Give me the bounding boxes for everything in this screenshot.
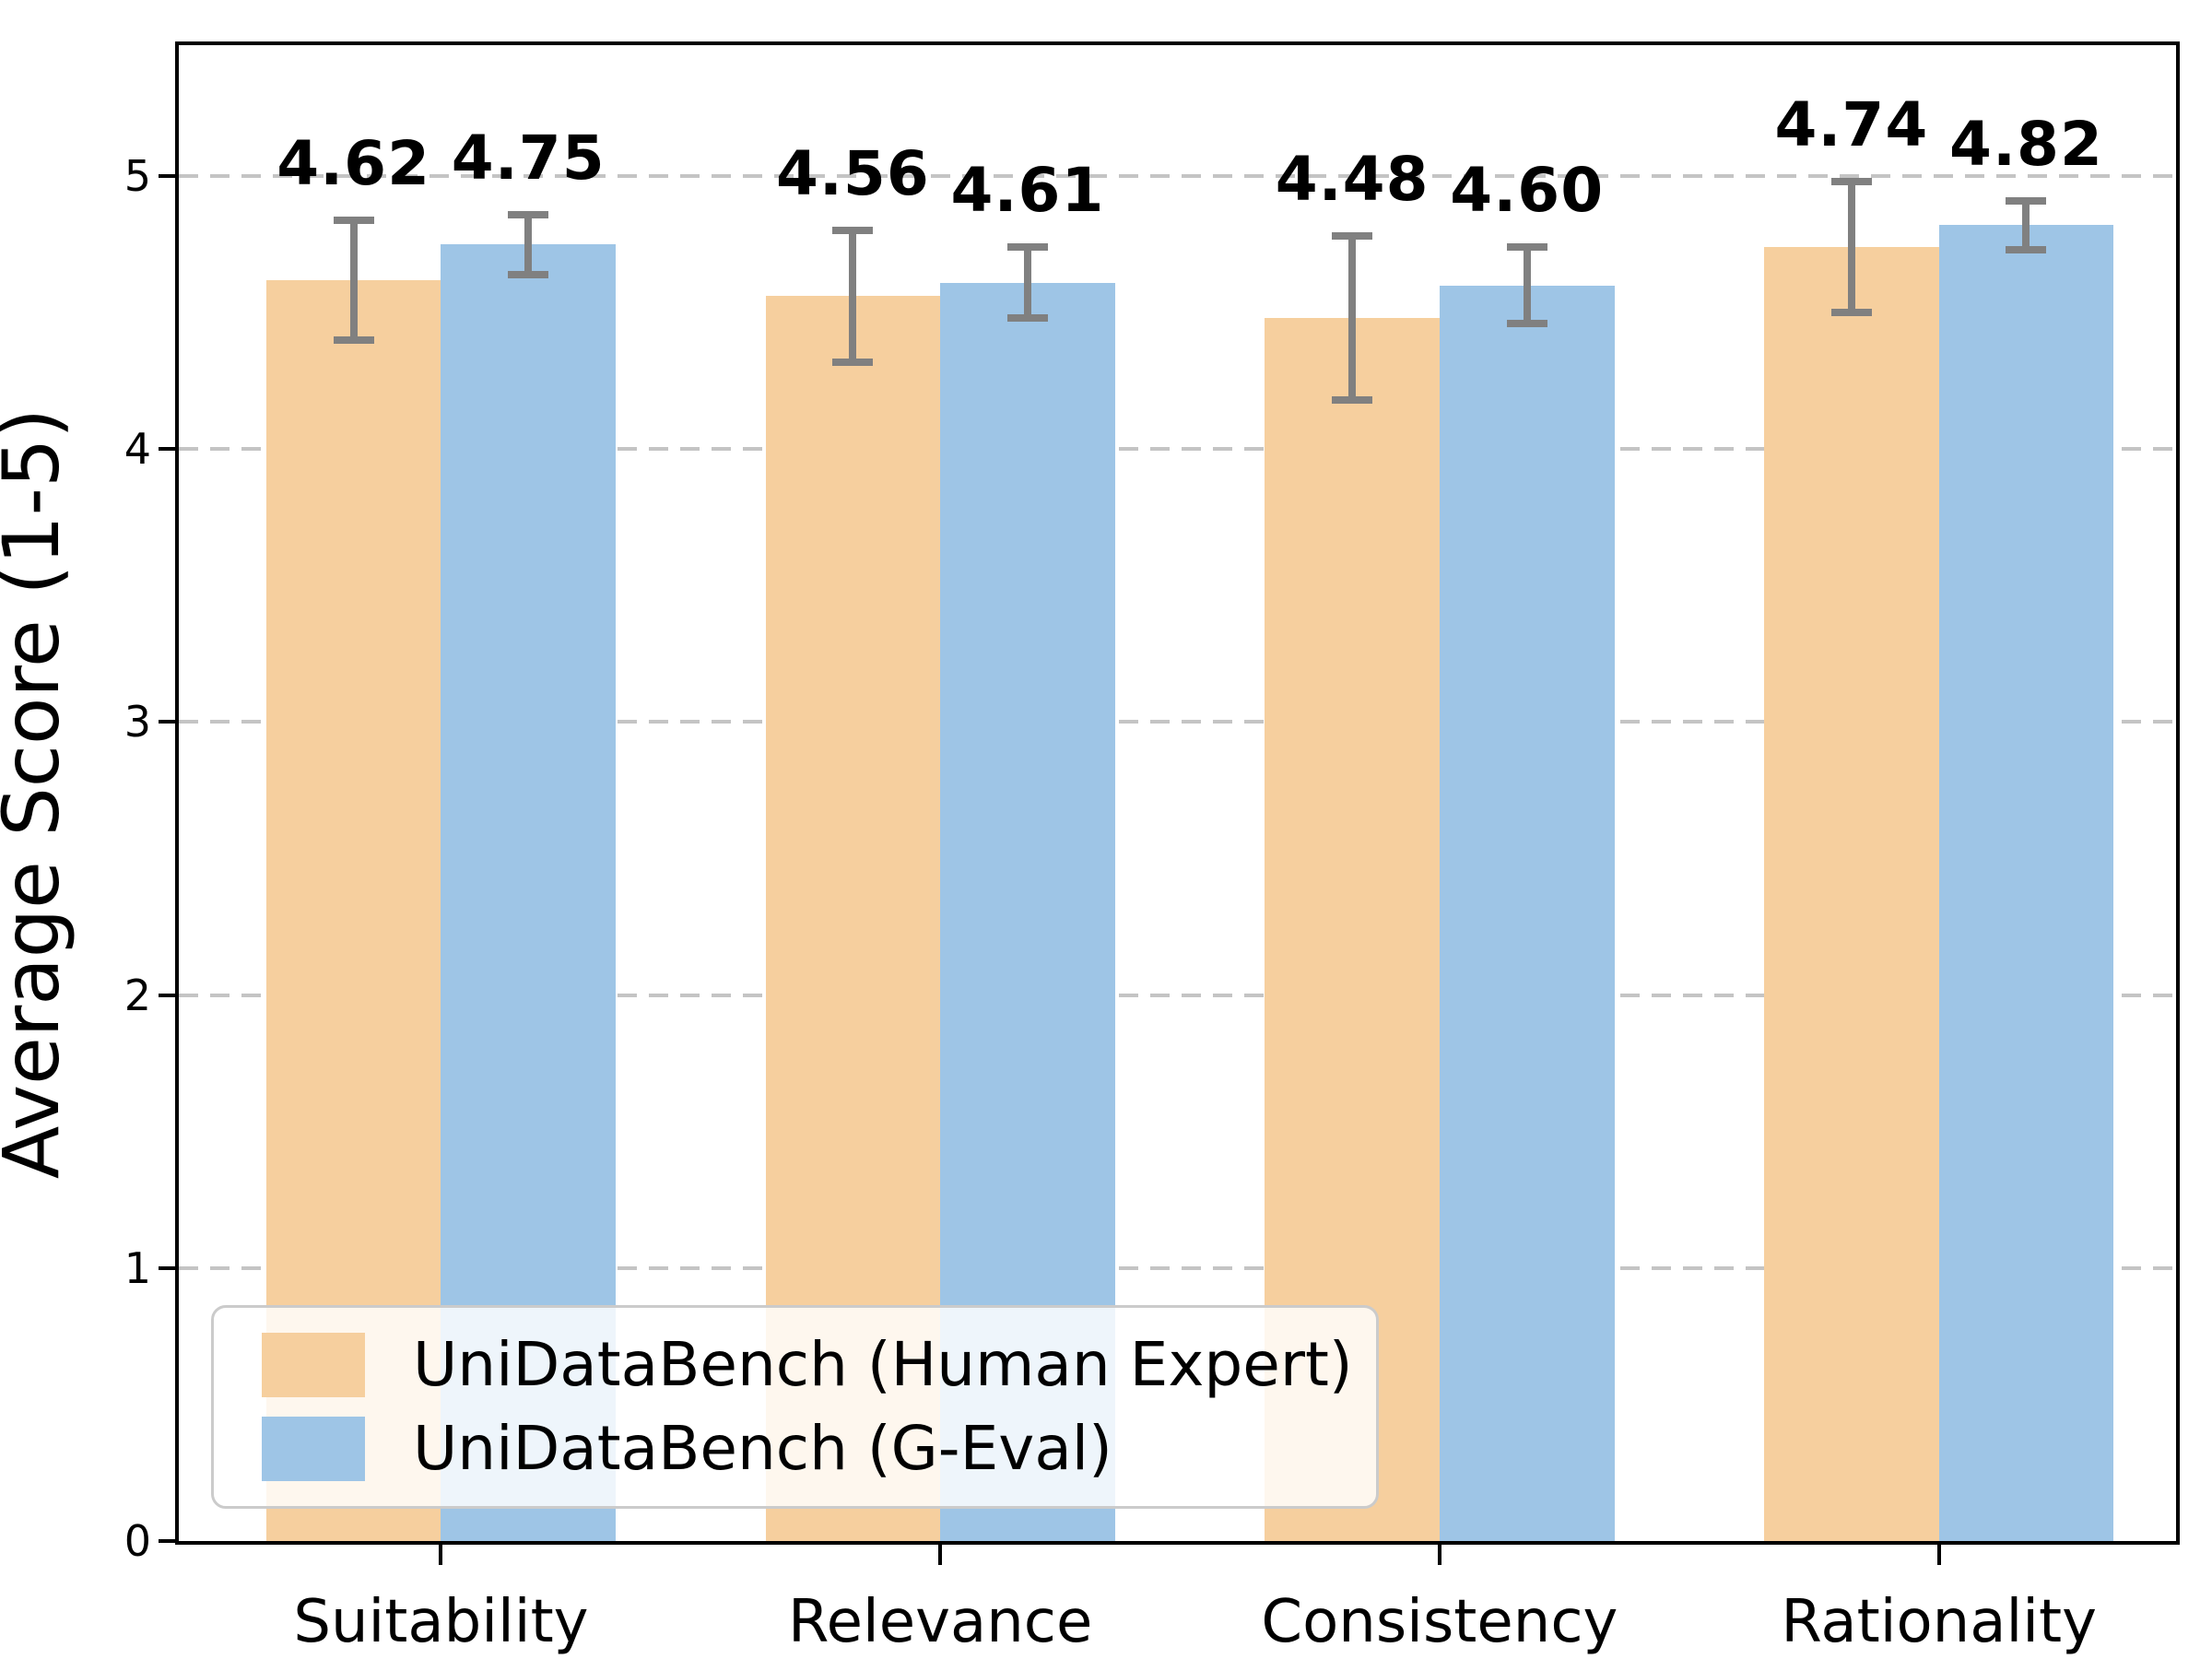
y-tick-label-4: 4 (124, 424, 151, 475)
bar-unidatabench-g-eval--3 (1938, 225, 2114, 1541)
error-bar-cap-bottom-1-2 (1506, 320, 1547, 328)
y-tick-5 (159, 174, 179, 179)
value-label-0-1: 4.56 (775, 138, 930, 210)
error-bar-cap-bottom-1-0 (508, 270, 549, 278)
error-bar-line-1-1 (1023, 247, 1031, 319)
error-bar-cap-bottom-0-0 (333, 335, 374, 344)
error-bar-cap-top-1-2 (1506, 243, 1547, 252)
gridline-y3 (179, 720, 2176, 724)
legend-label-human-expert: UniDataBench (Human Expert) (413, 1329, 1353, 1400)
error-bar-cap-bottom-0-3 (1830, 309, 1872, 317)
gridline-y4 (179, 447, 2176, 452)
error-bar-cap-top-0-0 (333, 216, 374, 224)
y-tick-2 (159, 993, 179, 997)
value-label-0-2: 4.48 (1275, 144, 1430, 216)
gridline-y5 (179, 174, 2176, 179)
value-label-1-0: 4.75 (451, 122, 606, 194)
legend-swatch-g-eval (262, 1417, 365, 1481)
y-tick-label-1: 1 (124, 1242, 151, 1293)
value-label-1-2: 4.60 (1450, 155, 1605, 227)
x-tick-label-0: Suitability (293, 1588, 589, 1656)
legend-swatch-human-expert (262, 1333, 365, 1397)
error-bar-cap-top-0-2 (1332, 232, 1373, 241)
plot-area: Average Score (1-5) UniDataBench (Human … (0, 41, 2180, 1652)
value-label-1-1: 4.61 (950, 155, 1105, 227)
error-bar-line-0-0 (349, 219, 358, 340)
bar-unidatabench-g-eval--2 (1439, 285, 1615, 1541)
error-bar-cap-bottom-0-2 (1332, 396, 1373, 405)
gridline-y1 (179, 1265, 2176, 1270)
x-tick-label-2: Consistency (1261, 1588, 1618, 1656)
error-bar-cap-bottom-0-1 (832, 358, 874, 366)
y-tick-4 (159, 447, 179, 452)
error-bar-line-1-2 (1523, 247, 1531, 324)
y-tick-label-3: 3 (124, 697, 151, 747)
y-tick-label-0: 0 (124, 1516, 151, 1566)
gridline-y2 (179, 993, 2176, 997)
y-tick-label-2: 2 (124, 970, 151, 1020)
value-label-0-3: 4.74 (1774, 89, 1929, 161)
error-bar-cap-top-1-1 (1006, 243, 1048, 252)
legend-label-g-eval: UniDataBench (G-Eval) (413, 1413, 1112, 1484)
error-bar-line-1-3 (2022, 200, 2030, 251)
y-tick-0 (159, 1539, 179, 1543)
x-tick-label-1: Relevance (787, 1588, 1093, 1656)
legend: UniDataBench (Human Expert) UniDataBench… (211, 1305, 1379, 1509)
error-bar-cap-bottom-1-1 (1006, 314, 1048, 323)
error-bar-line-0-2 (1348, 236, 1357, 401)
legend-row-g-eval: UniDataBench (G-Eval) (214, 1417, 1376, 1481)
y-tick-3 (159, 720, 179, 724)
error-bar-cap-top-0-1 (832, 227, 874, 235)
error-bar-line-0-3 (1847, 182, 1855, 313)
y-tick-label-5: 5 (124, 151, 151, 202)
x-tick-3 (1936, 1545, 1941, 1565)
x-tick-2 (1437, 1545, 1441, 1565)
x-tick-0 (439, 1545, 443, 1565)
y-axis-label: Average Score (1-5) (0, 407, 76, 1179)
error-bar-cap-top-1-0 (508, 210, 549, 218)
error-bar-line-1-0 (524, 214, 533, 275)
y-tick-1 (159, 1265, 179, 1270)
legend-row-human-expert: UniDataBench (Human Expert) (214, 1333, 1376, 1397)
value-label-0-0: 4.62 (276, 127, 431, 199)
x-tick-1 (938, 1545, 943, 1565)
error-bar-cap-top-0-3 (1830, 178, 1872, 186)
value-label-1-3: 4.82 (1949, 108, 2103, 180)
bar-unidatabench-human-expert--3 (1764, 247, 1939, 1541)
error-bar-line-0-1 (849, 230, 857, 362)
x-tick-label-3: Rationality (1781, 1588, 2097, 1656)
error-bar-cap-top-1-3 (2006, 196, 2047, 205)
error-bar-cap-bottom-1-3 (2006, 246, 2047, 254)
